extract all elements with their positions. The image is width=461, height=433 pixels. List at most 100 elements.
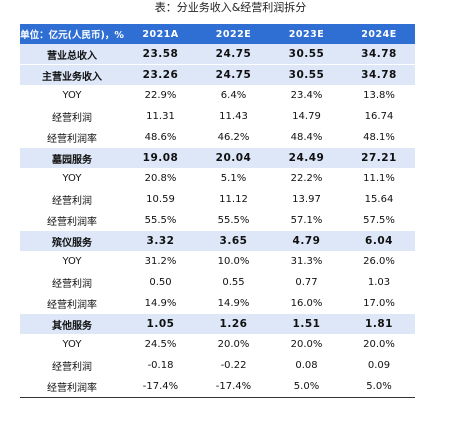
cell-value: 20.04 <box>197 148 270 168</box>
cell-value: 23.26 <box>124 64 197 85</box>
cell-value: 1.51 <box>270 314 343 334</box>
row-label: 营业总收入 <box>20 44 124 65</box>
header-2021a: 2021A <box>124 24 197 44</box>
row-label: YOY <box>62 256 82 267</box>
cell-value: 30.55 <box>270 44 343 65</box>
row-label: 其他服务 <box>20 314 124 334</box>
cell-value: 31.2% <box>144 256 177 267</box>
cell-value: 17.0% <box>363 298 395 309</box>
cell-value: 23.58 <box>124 44 197 65</box>
cell-value: 0.09 <box>367 360 391 371</box>
table-body: 营业总收入 23.58 24.75 30.55 34.78 主营业务收入 23.26 24.7… <box>20 44 415 398</box>
cell-value: 11.43 <box>219 111 248 122</box>
cell-value: -0.18 <box>147 360 174 371</box>
cell-value: 22.9% <box>144 90 177 101</box>
cell-value: -17.4% <box>197 376 270 398</box>
row-label: 殡仪服务 <box>20 231 124 251</box>
cell-value: 16.74 <box>364 111 394 122</box>
cell-value: 4.79 <box>270 231 343 251</box>
table-row: 经营利润率 55.5% 55.5% 57.1% 57.5% <box>20 210 415 231</box>
header-2022e: 2022E <box>197 24 270 44</box>
row-label: 经营利润 <box>52 362 92 373</box>
table-row: 经营利润率 -17.4% -17.4% 5.0% 5.0% <box>20 376 415 398</box>
header-unit: 单位：亿元(人民币)，% <box>20 24 124 44</box>
cell-value: 14.9% <box>144 298 177 309</box>
table-row: YOY 20.8% 5.1% 22.2% 11.1% <box>20 168 415 189</box>
cell-value: 3.65 <box>197 231 270 251</box>
cell-value: 24.75 <box>197 44 270 65</box>
cell-value: 19.08 <box>124 148 197 168</box>
cell-value: 10.59 <box>146 194 175 205</box>
row-label: YOY <box>62 173 82 184</box>
cell-value: 22.2% <box>290 173 323 184</box>
cell-value: 20.0% <box>217 339 250 350</box>
table-row-group: 主营业务收入 23.26 24.75 30.55 34.78 <box>20 64 415 85</box>
cell-value: 10.0% <box>217 256 250 267</box>
cell-value: 30.55 <box>270 64 343 85</box>
cell-value: 15.64 <box>364 194 394 205</box>
cell-value: 5.0% <box>270 376 343 398</box>
cell-value: 55.5% <box>217 215 250 226</box>
table-row: 经营利润率 48.6% 46.2% 48.4% 48.1% <box>20 127 415 148</box>
cell-value: 0.55 <box>222 277 245 288</box>
row-label: 墓园服务 <box>20 148 124 168</box>
table-row: 经营利润 11.31 11.43 14.79 16.74 <box>20 106 415 127</box>
cell-value: 20.8% <box>144 173 177 184</box>
cell-value: 5.0% <box>343 376 415 398</box>
cell-value: 0.08 <box>295 360 318 371</box>
table-row: YOY 22.9% 6.4% 23.4% 13.8% <box>20 85 415 106</box>
table-row: YOY 24.5% 20.0% 20.0% 20.0% <box>20 334 415 355</box>
cell-value: 48.4% <box>290 132 323 143</box>
cell-value: 27.21 <box>343 148 415 168</box>
cell-value: 24.49 <box>270 148 343 168</box>
cell-value: 5.1% <box>220 173 247 184</box>
cell-value: 57.5% <box>363 215 395 226</box>
cell-value: 34.78 <box>343 44 415 65</box>
cell-value: 57.1% <box>290 215 323 226</box>
cell-value: 14.9% <box>217 298 250 309</box>
cell-value: 1.05 <box>124 314 197 334</box>
table-row: YOY 31.2% 10.0% 31.3% 26.0% <box>20 251 415 272</box>
table-row: 经营利润 -0.18 -0.22 0.08 0.09 <box>20 355 415 376</box>
cell-value: 55.5% <box>144 215 177 226</box>
cell-value: 24.5% <box>144 339 177 350</box>
table-row-group: 其他服务 1.05 1.26 1.51 1.81 <box>20 314 415 334</box>
row-label: 经营利润 <box>52 196 92 207</box>
cell-value: 26.0% <box>363 256 395 267</box>
cell-value: 11.12 <box>219 194 248 205</box>
row-label: YOY <box>62 339 82 350</box>
cell-value: 0.50 <box>149 277 172 288</box>
cell-value: 6.4% <box>220 90 247 101</box>
cell-value: 46.2% <box>217 132 250 143</box>
row-label: YOY <box>62 90 82 101</box>
cell-value: 3.32 <box>124 231 197 251</box>
table-row: 经营利润 0.50 0.55 0.77 1.03 <box>20 272 415 293</box>
row-label: 经营利润 <box>52 113 92 124</box>
cell-value: -17.4% <box>124 376 197 398</box>
cell-value: 48.1% <box>363 132 395 143</box>
table-caption: 表：分业务收入&经营利润拆分 <box>154 1 307 14</box>
row-label: 经营利润率 <box>47 134 97 145</box>
cell-value: 11.31 <box>146 111 175 122</box>
row-label: 经营利润率 <box>47 217 97 228</box>
cell-value: 1.03 <box>367 277 391 288</box>
table-header-row: 单位：亿元(人民币)，% 2021A 2022E 2023E 2024E <box>20 24 415 44</box>
cell-value: 13.8% <box>363 90 395 101</box>
cell-value: 13.97 <box>292 194 321 205</box>
table-row: 经营利润 10.59 11.12 13.97 15.64 <box>20 189 415 210</box>
cell-value: 1.26 <box>197 314 270 334</box>
cell-value: 11.1% <box>363 173 395 184</box>
header-2024e: 2024E <box>343 24 415 44</box>
row-label: 经营利润 <box>52 279 92 290</box>
cell-value: 20.0% <box>363 339 395 350</box>
row-label: 主营业务收入 <box>20 64 124 85</box>
table-row-group: 殡仪服务 3.32 3.65 4.79 6.04 <box>20 231 415 251</box>
cell-value: 48.6% <box>144 132 177 143</box>
row-label: 经营利润率 <box>47 300 97 311</box>
cell-value: 1.81 <box>343 314 415 334</box>
row-label: 经营利润率 <box>20 376 124 398</box>
cell-value: -0.22 <box>220 360 247 371</box>
header-2023e: 2023E <box>270 24 343 44</box>
business-split-table: 单位：亿元(人民币)，% 2021A 2022E 2023E 2024E 营业总… <box>20 24 415 398</box>
table-row: 经营利润率 14.9% 14.9% 16.0% 17.0% <box>20 293 415 314</box>
